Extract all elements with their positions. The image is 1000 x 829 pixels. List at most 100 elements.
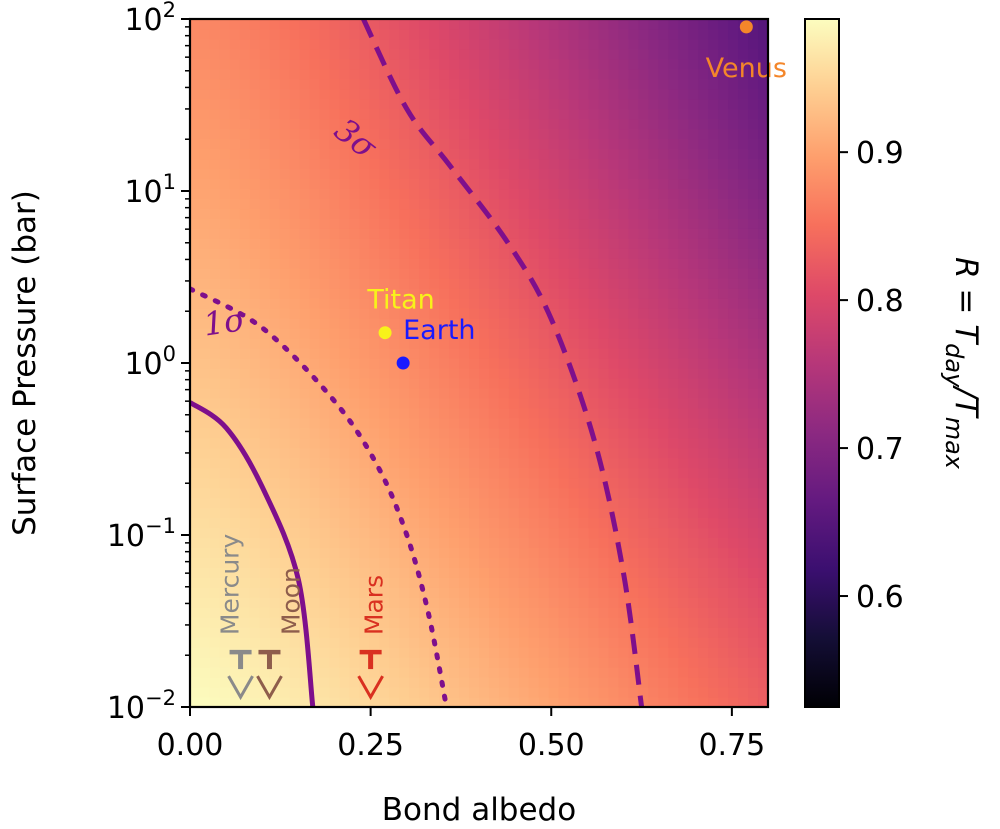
heatmap-cell — [409, 567, 420, 578]
heatmap-cell — [299, 328, 311, 339]
heatmap-cell — [339, 467, 351, 479]
heatmap-cell — [349, 497, 361, 509]
heatmap-cell — [449, 218, 460, 229]
heatmap-cell — [588, 487, 600, 499]
heatmap-cell — [309, 58, 321, 70]
heatmap-cell — [628, 607, 640, 618]
heatmap-cell — [558, 328, 570, 339]
heatmap-cell — [518, 687, 530, 698]
heatmap-cell — [479, 377, 490, 389]
heatmap-cell — [738, 88, 749, 100]
heatmap-cell — [568, 248, 580, 259]
heatmap-cell — [708, 417, 719, 429]
heatmap-cell — [758, 38, 768, 50]
heatmap-cell — [289, 367, 301, 379]
heatmap-cell — [558, 657, 570, 668]
heatmap-cell — [628, 38, 640, 50]
heatmap-cell — [568, 567, 580, 578]
heatmap-cell — [578, 417, 590, 429]
y-axis-label: Surface Pressure (bar) — [7, 190, 43, 536]
heatmap-cell — [598, 28, 610, 40]
heatmap-cell — [259, 437, 271, 449]
heatmap-cell — [249, 377, 261, 389]
heatmap-cell — [219, 517, 231, 529]
heatmap-cell — [758, 208, 768, 220]
heatmap-cell — [329, 318, 341, 329]
heatmap-cell — [249, 358, 261, 369]
heatmap-cell — [209, 348, 221, 359]
heatmap-cell — [748, 218, 759, 229]
heatmap-cell — [628, 68, 640, 80]
heatmap-cell — [429, 377, 440, 389]
heatmap-cell — [518, 248, 530, 259]
heatmap-cell — [229, 28, 241, 40]
heatmap-cell — [209, 198, 221, 210]
heatmap-cell — [658, 238, 669, 249]
heatmap-cell — [249, 607, 261, 618]
heatmap-cell — [419, 427, 430, 439]
heatmap-cell — [289, 497, 301, 509]
heatmap-cell — [528, 467, 540, 479]
heatmap-cell — [209, 427, 221, 439]
heatmap-cell — [748, 397, 759, 409]
heatmap-cell — [518, 78, 530, 90]
heatmap-cell — [498, 467, 510, 479]
heatmap-cell — [279, 607, 291, 618]
heatmap-cell — [738, 617, 749, 628]
heatmap-cell — [708, 158, 719, 170]
heatmap-cell — [459, 218, 470, 229]
heatmap-cell — [578, 308, 590, 319]
heatmap-cell — [479, 98, 490, 110]
heatmap-cell — [399, 377, 410, 389]
heatmap-cell — [289, 98, 301, 110]
heatmap-cell — [349, 198, 361, 210]
heatmap-cell — [369, 417, 380, 429]
heatmap-cell — [349, 627, 361, 638]
heatmap-cell — [349, 48, 361, 60]
heatmap-cell — [269, 238, 281, 249]
heatmap-cell — [329, 507, 341, 519]
heatmap-cell — [389, 407, 400, 419]
heatmap-cell — [329, 587, 341, 598]
heatmap-cell — [728, 168, 739, 180]
heatmap-cell — [578, 577, 590, 588]
heatmap-cell — [379, 527, 390, 539]
heatmap-cell — [389, 597, 400, 608]
heatmap-cell — [658, 387, 669, 399]
heatmap-cell — [249, 238, 261, 249]
heatmap-cell — [399, 427, 410, 439]
heatmap-cell — [598, 587, 610, 598]
heatmap-cell — [608, 657, 620, 668]
heatmap-cell — [329, 557, 341, 568]
heatmap-cell — [648, 238, 659, 249]
heatmap-cell — [708, 497, 719, 509]
heatmap-cell — [349, 397, 361, 409]
heatmap-cell — [349, 188, 361, 200]
heatmap-cell — [329, 407, 341, 419]
heatmap-cell — [209, 248, 221, 259]
heatmap-cell — [249, 338, 261, 349]
heatmap-cell — [429, 567, 440, 578]
heatmap-cell — [199, 617, 211, 628]
heatmap-cell — [349, 407, 361, 419]
heatmap-cell — [319, 527, 331, 539]
heatmap-cell — [219, 278, 231, 289]
heatmap-cell — [249, 617, 261, 628]
heatmap-cell — [638, 617, 650, 628]
heatmap-cell — [528, 68, 540, 80]
heatmap-cell — [698, 427, 709, 439]
heatmap-cell — [469, 417, 480, 429]
heatmap-cell — [618, 38, 630, 50]
heatmap-cell — [379, 88, 390, 100]
heatmap-cell — [498, 637, 510, 648]
heatmap-cell — [638, 687, 650, 698]
heatmap-cell — [359, 138, 370, 150]
heatmap-cell — [259, 158, 271, 170]
heatmap-cell — [738, 567, 749, 578]
heatmap-cell — [379, 587, 390, 598]
heatmap-cell — [309, 208, 321, 220]
heatmap-cell — [409, 477, 420, 489]
heatmap-cell — [678, 657, 689, 668]
heatmap-cell — [459, 607, 470, 618]
heatmap-cell — [598, 537, 610, 549]
